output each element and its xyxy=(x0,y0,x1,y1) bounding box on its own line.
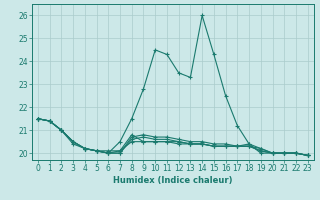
X-axis label: Humidex (Indice chaleur): Humidex (Indice chaleur) xyxy=(113,176,233,185)
